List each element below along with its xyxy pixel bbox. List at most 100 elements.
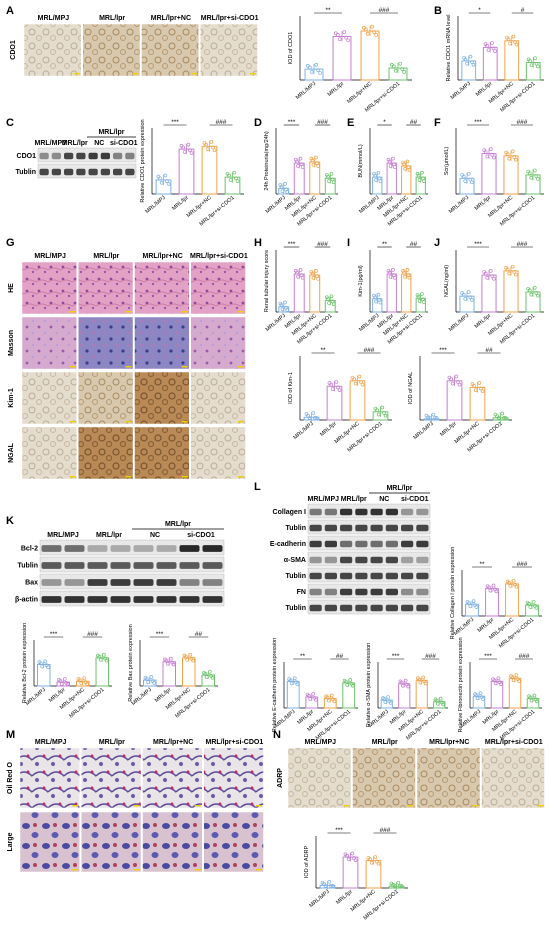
chart-d-xtick-1: MRL/MPJ (265, 195, 288, 215)
chart-a-point-1-4 (318, 71, 323, 75)
chart-l1-point-3-3 (511, 578, 516, 583)
chart-g1-point-4-6 (382, 411, 386, 415)
panel-l-blot-band-2-8 (416, 524, 429, 532)
chart-l4-point-1-5 (474, 693, 479, 697)
chart-g1-point-3-4 (360, 382, 365, 387)
chart-l1-point-4-3 (531, 600, 536, 604)
chart-l1-point-4-6 (533, 603, 537, 608)
chart-g2-point-4-3 (500, 411, 505, 416)
chart-g1-point-2-3 (334, 380, 339, 384)
panel-g-row-3-image-2 (78, 371, 134, 425)
panel-c-blot-band-1-2 (51, 152, 61, 160)
chart-k2-point-2-6 (170, 660, 175, 665)
chart-k1-point-1-6 (44, 663, 49, 668)
panel-l-blot-row-label-4: α-SMA (284, 557, 306, 564)
chart-j-sig-1: *** (474, 241, 482, 248)
panel-l-blot-row-label-2: Tublin (286, 525, 306, 532)
chart-d-point-2-2 (296, 164, 300, 168)
panel-k-blot-band-1-4 (110, 545, 131, 552)
chart-d-point-1-5 (279, 184, 284, 189)
panel-l-blot-band-2-3 (340, 524, 353, 532)
chart-j-point-4-4 (535, 293, 540, 298)
chart-f-point-1-5 (461, 174, 466, 179)
chart-e-point-4-5 (416, 173, 421, 178)
panel-a-micrographs-scalebar-3 (191, 73, 198, 75)
panel-g-row-4-scalebar-3 (181, 476, 188, 478)
chart-d-point-2-3 (298, 156, 303, 161)
chart-a-point-2-4 (346, 38, 351, 43)
chart-l1-point-4-2 (528, 605, 533, 609)
chart-c-point-1-6 (165, 179, 169, 183)
chart-g1-bar-3 (349, 380, 366, 421)
chart-e-point-1-3 (376, 170, 381, 175)
chart-f-point-1-2 (463, 179, 468, 183)
chart-g2-point-2-2 (450, 381, 455, 386)
chart-h-point-1-2 (280, 307, 285, 312)
panel-a-micrographs (23, 23, 258, 77)
panel-c-blot-band-1-6 (100, 152, 110, 160)
panel-g-row-3-scalebar-4 (238, 421, 244, 423)
panel-l-blot-lane-2: MRL/lpr (341, 496, 367, 503)
panel-n-micrographs (287, 747, 545, 809)
chart-l2-point-1-6 (294, 680, 298, 685)
panel-l-blot-band-4-1 (309, 556, 322, 564)
chart-i-ylabel: Kim-1(pg/ml) (358, 265, 364, 297)
chart-f-point-2-4 (491, 155, 496, 160)
chart-c-point-2-6 (188, 148, 192, 153)
chart-k2-sig-2: ## (195, 631, 203, 638)
chart-k1: Relative Bcl-2 protein expressionMRL/MPJ… (22, 623, 112, 720)
chart-l3-point-2-6 (405, 682, 409, 687)
chart-f-point-4-3 (532, 168, 537, 173)
panel-g-header-2: MRL/lpr (93, 253, 119, 260)
panel-n-micrographs-scalebar-3 (472, 805, 479, 807)
panel-g-header-4: MRL/lpr+si-CDO1 (190, 253, 248, 260)
chart-h-point-4-5 (326, 296, 330, 301)
chart-k1-point-4-5 (97, 654, 102, 659)
chart-f-point-1-3 (466, 171, 471, 176)
chart-j-point-3-3 (510, 264, 515, 269)
panel-g-row-1-scalebar-4 (238, 311, 244, 313)
chart-l4-point-3-3 (514, 673, 519, 678)
chart-l3-point-4-2 (436, 701, 440, 706)
panel-l-blot-band-2-5 (370, 524, 383, 532)
panel-l-blot-band-7-5 (370, 604, 383, 612)
chart-k1-point-3-2 (79, 681, 84, 686)
panel-l-blot-band-4-7 (401, 556, 414, 564)
chart-n1-point-1-5 (322, 882, 326, 886)
chart-d-ylabel: 24h Proteinuria(mg/24h) (264, 131, 270, 190)
panel-c-blot-band-2-5 (88, 168, 98, 176)
panel-g-row-2-image-3 (134, 316, 190, 370)
chart-d-point-4-6 (330, 177, 335, 182)
chart-h-point-1-3 (283, 300, 287, 305)
chart-f-point-3-6 (512, 155, 517, 159)
chart-n1-point-2-6 (352, 856, 356, 860)
panel-g-row-3-image-3 (134, 371, 190, 425)
panel-l-blot-row-7 (307, 599, 431, 615)
chart-k2-ylabel: Relative Bax protein expression (128, 624, 134, 701)
panel-g-row-1-scalebar-2 (125, 311, 132, 313)
chart-j-point-1-4 (469, 298, 474, 302)
chart-l4-point-1-2 (475, 696, 480, 701)
chart-l1-bar-3 (505, 583, 519, 617)
panel-l-blot-row-label-5: Tublin (286, 573, 306, 580)
chart-d-point-3-6 (315, 161, 319, 165)
chart-i: Kim-1(pg/ml)MRL/MPJMRL/lprMRL/lpr+NCMRL/… (358, 241, 428, 346)
chart-g1-point-3-5 (352, 377, 356, 382)
panel-m-header-3: MRL/lpr+NC (153, 739, 193, 746)
chart-e-point-3-5 (402, 162, 406, 167)
chart-a-bar-2 (332, 35, 352, 81)
panel-g-row-2-image-2 (78, 316, 134, 370)
chart-l3-point-1-5 (382, 697, 386, 701)
chart-e-point-2-2 (388, 164, 393, 168)
panel-c-blot-lane-3: NC (94, 140, 104, 147)
panel-l-blot-band-5-8 (416, 572, 429, 580)
chart-l3-sig-1: *** (392, 653, 400, 660)
chart-l3-ylabel: Relative α-SMA protein expression (366, 643, 372, 728)
chart-k2-point-4-3 (207, 670, 212, 674)
panel-n-header-3: MRL/lpr+NC (429, 739, 469, 746)
panel-l-blot-band-2-1 (309, 524, 322, 532)
panel-l-blot-band-5-4 (355, 572, 368, 580)
panel-l-blot-band-2-6 (385, 524, 398, 532)
chart-l2-point-4-6 (349, 681, 354, 686)
chart-l3-point-2-3 (403, 678, 408, 683)
